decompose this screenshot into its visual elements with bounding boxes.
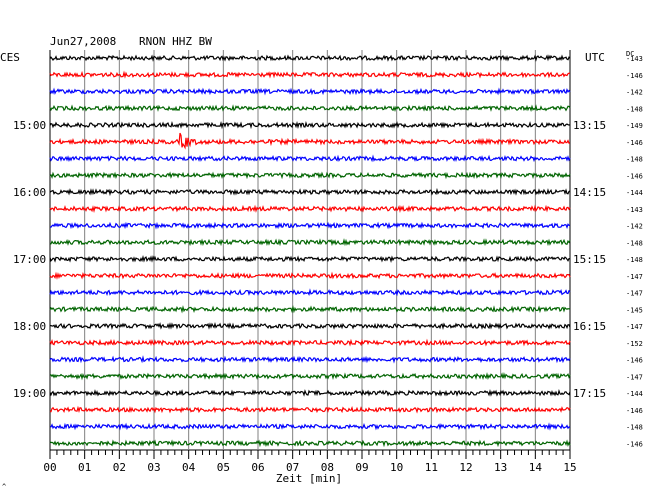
dc-offset-label: -146 (626, 172, 643, 180)
dc-offset-label: -148 (626, 105, 643, 113)
dc-offset-label: -145 (626, 306, 643, 314)
x-axis-label: Zeit [min] (276, 472, 342, 485)
left-hour-label: 18:00 (13, 320, 46, 333)
x-tick-label: 06 (251, 461, 264, 474)
dc-offset-label: -142 (626, 223, 643, 231)
dc-offset-label: -149 (626, 122, 643, 130)
x-tick-label: 13 (494, 461, 507, 474)
x-tick-label: 14 (529, 461, 543, 474)
left-hour-label: 16:00 (13, 186, 46, 199)
grid-lines (49, 50, 571, 459)
seismic-trace (49, 439, 571, 448)
right-hour-label: 13:15 (573, 119, 606, 132)
dc-offset-label: -148 (626, 239, 643, 247)
seismic-trace (49, 304, 571, 314)
dc-offset-label: -143 (626, 206, 643, 214)
seismic-trace (49, 87, 571, 96)
x-tick-label: 09 (355, 461, 368, 474)
seismic-trace (49, 422, 571, 431)
x-tick-label: 04 (182, 461, 196, 474)
x-tick-label: 01 (78, 461, 91, 474)
seismic-trace (49, 388, 571, 397)
dc-label: DC (626, 50, 634, 58)
seismic-trace (49, 338, 571, 347)
dc-offset-label: -144 (626, 189, 643, 197)
seismic-trace (49, 104, 571, 113)
seismic-trace (49, 288, 571, 297)
x-tick-label: 15 (563, 461, 576, 474)
dc-offset-label: -147 (626, 290, 643, 298)
seismic-trace (49, 372, 571, 381)
left-hour-label: 15:00 (13, 119, 46, 132)
chart-labels: 00 01 02 03 04 05 06 07 08 09 10 11 12 13 14 15 -143 -146… (13, 55, 643, 474)
x-tick-label: 07 (286, 461, 299, 474)
dc-offset-label: -148 (626, 256, 643, 264)
right-hour-label: 14:15 (573, 186, 606, 199)
right-hour-label: 16:15 (573, 320, 606, 333)
dc-offset-label: -146 (626, 72, 643, 80)
seismic-trace (49, 70, 571, 79)
dc-offset-label: -147 (626, 323, 643, 331)
dc-offset-label: -148 (626, 156, 643, 164)
left-hour-label: 17:00 (13, 253, 46, 266)
right-timezone-label: UTC (585, 51, 605, 64)
header-date: Jun27,2008 (50, 35, 116, 48)
dc-offset-label: -144 (626, 390, 643, 398)
x-tick-label: 00 (43, 461, 56, 474)
dc-offset-label: -142 (626, 89, 643, 97)
seismic-trace (49, 120, 571, 130)
dc-offset-label: -146 (626, 139, 643, 147)
seismic-trace (49, 355, 571, 364)
seismic-trace (49, 255, 571, 264)
x-tick-label: 08 (321, 461, 334, 474)
seismic-trace (49, 271, 571, 280)
seismic-trace (49, 171, 571, 180)
x-tick-label: 12 (459, 461, 472, 474)
dc-offset-label: -143 (626, 55, 643, 63)
dc-offset-label: -146 (626, 407, 643, 415)
right-hour-label: 17:15 (573, 387, 606, 400)
seismic-trace (49, 238, 571, 247)
corner-mark: ^ (2, 483, 6, 491)
dc-offset-label: -148 (626, 424, 643, 432)
x-tick-label: 05 (217, 461, 230, 474)
dc-offset-label: -147 (626, 373, 643, 381)
left-timezone-label: CES (0, 51, 20, 64)
seismic-trace (49, 204, 571, 213)
right-hour-label: 15:15 (573, 253, 606, 266)
seismic-trace (49, 221, 571, 230)
header-station: RNON HHZ BW (139, 35, 212, 48)
seismic-trace (49, 322, 571, 331)
dc-offset-label: -146 (626, 440, 643, 448)
x-tick-label: 03 (147, 461, 160, 474)
x-tick-label: 11 (425, 461, 438, 474)
seismic-trace (49, 54, 571, 62)
left-hour-label: 19:00 (13, 387, 46, 400)
seismic-trace (49, 187, 571, 197)
seismic-trace (49, 154, 571, 163)
seismic-trace (49, 132, 571, 150)
x-tick-label: 02 (113, 461, 126, 474)
dc-offset-label: -146 (626, 357, 643, 365)
seismic-traces (49, 54, 571, 448)
dc-offset-label: -147 (626, 273, 643, 281)
seismic-trace (49, 405, 571, 414)
dc-offset-label: -152 (626, 340, 643, 348)
x-tick-label: 10 (390, 461, 403, 474)
